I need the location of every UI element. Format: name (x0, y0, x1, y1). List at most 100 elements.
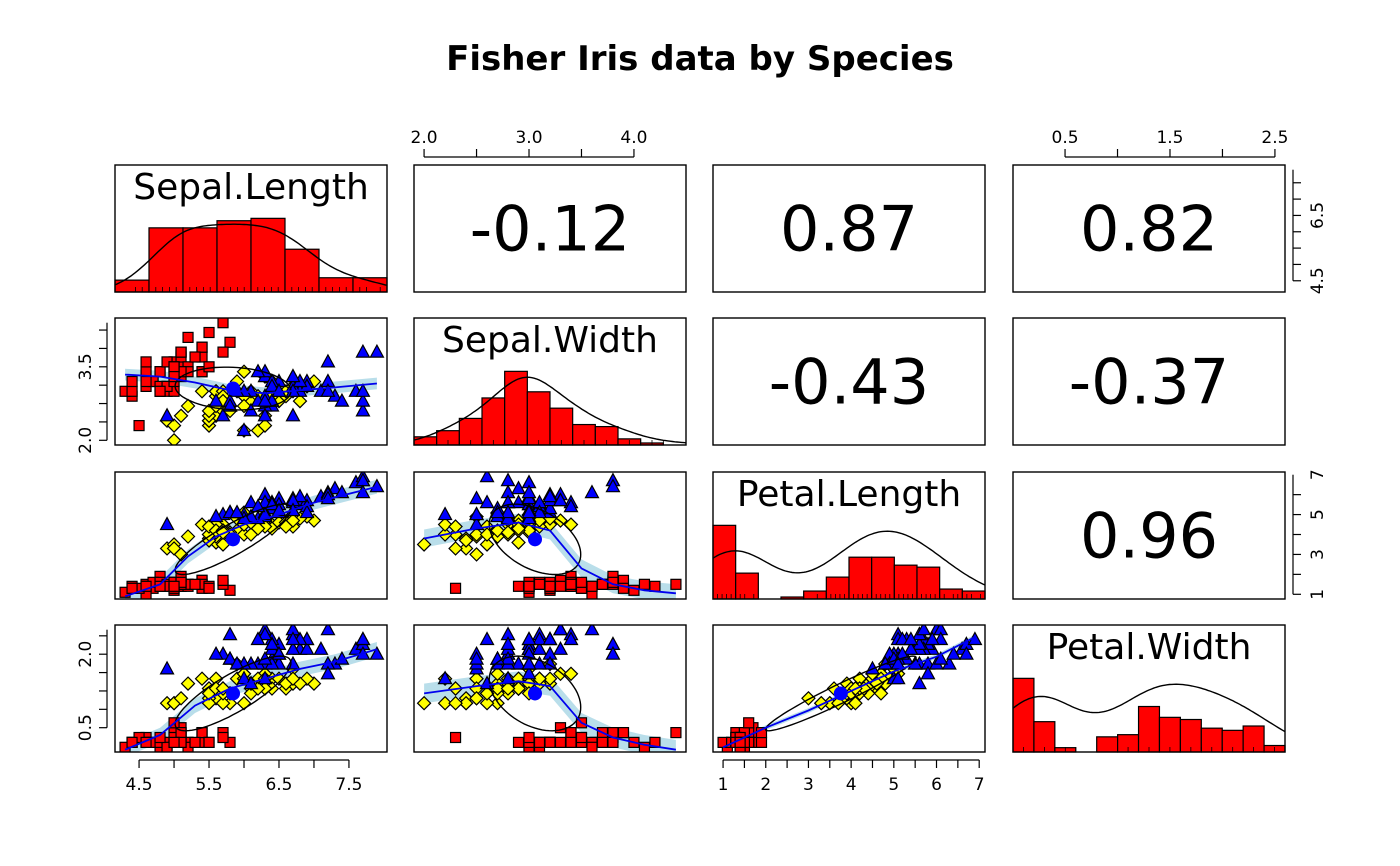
tick-label: 3 (803, 775, 814, 795)
histogram-bar (1012, 677, 1035, 753)
panel-Sepal.Width-vs-Petal.Width: -0.37 (1012, 317, 1286, 446)
data-point-triangle (552, 625, 569, 636)
panel-Petal.Width-vs-Sepal.Width (413, 624, 687, 753)
data-point-triangle (563, 498, 579, 513)
data-point-square (182, 331, 194, 344)
bottom-axis-Sepal.Length: 4.5 5.5 6.5 7.5 (126, 759, 362, 795)
data-point-triangle (479, 494, 495, 509)
data-point-triangle (542, 488, 558, 503)
tick-label: 2.0 (76, 641, 96, 668)
data-point-diamond (416, 537, 432, 552)
data-point-triangle (521, 484, 537, 499)
data-point-triangle (250, 631, 266, 646)
data-point-square (140, 375, 152, 388)
tick-label: 4.0 (620, 128, 647, 148)
histogram-bar (735, 572, 759, 600)
histogram-bar (712, 524, 737, 600)
data-point-square (449, 582, 462, 594)
panel-frame (413, 471, 687, 600)
histogram-bar (413, 436, 438, 446)
data-point-diamond (458, 695, 474, 711)
data-point-triangle (437, 506, 453, 521)
smooth-confidence-band (125, 642, 377, 752)
tick-label: 0.5 (76, 714, 96, 741)
histogram-bar (1158, 716, 1181, 753)
panel-frame (1012, 471, 1286, 600)
data-point-diamond (479, 695, 495, 711)
data-point-triangle (531, 641, 548, 655)
data-point-triangle (521, 631, 537, 646)
data-point-square (638, 578, 651, 590)
data-point-diamond (285, 513, 301, 528)
data-point-triangle (542, 631, 558, 646)
data-point-square (649, 736, 661, 748)
data-ellipse (488, 503, 582, 576)
data-point-square (168, 736, 180, 748)
data-point-triangle (469, 650, 485, 665)
tick-label: 3.5 (76, 353, 96, 380)
data-point-triangle (500, 670, 516, 685)
correlation-value: -0.43 (769, 346, 929, 419)
histogram-bar (182, 227, 218, 293)
data-point-square (217, 318, 229, 329)
data-point-triangle (916, 625, 932, 636)
data-point-square (449, 731, 462, 744)
tick-label: 5.5 (196, 775, 223, 795)
data-point-triangle (864, 660, 880, 675)
data-point-square (586, 741, 598, 752)
histogram-bar (526, 391, 551, 446)
smooth-confidence-band (125, 479, 377, 599)
data-point-square (565, 726, 577, 739)
panel-Sepal.Length-vs-Sepal.Length: Sepal.Length (114, 164, 388, 293)
diagonal-label: Petal.Length (737, 474, 961, 515)
data-point-diamond (285, 671, 301, 687)
data-point-square (175, 346, 187, 358)
data-point-square (649, 580, 661, 592)
data-point-triangle (903, 631, 919, 646)
data-point-triangle (479, 631, 495, 646)
tick-label: 3 (1308, 549, 1328, 560)
data-point-diamond (173, 547, 189, 562)
tick-label: 4.5 (126, 775, 153, 795)
data-point-triangle (531, 655, 548, 670)
centroid-point (226, 686, 241, 701)
data-point-triangle (264, 636, 280, 651)
tick-label: 1 (718, 775, 729, 795)
panel-frame (712, 317, 986, 446)
centroid-point (527, 532, 542, 547)
data-point-square (224, 584, 236, 596)
data-point-triangle (271, 383, 287, 397)
data-point-triangle (208, 645, 224, 660)
smooth-line (124, 485, 378, 598)
data-point-triangle (531, 631, 548, 646)
points-layer (119, 472, 385, 599)
data-point-square (168, 580, 180, 592)
data-point-triangle (369, 343, 385, 358)
panel-Petal.Width-vs-Sepal.Length (114, 624, 388, 753)
density-curve (115, 223, 387, 286)
histogram-bar (825, 576, 850, 600)
data-point-triangle (500, 636, 516, 651)
panel-frame (712, 624, 986, 753)
data-point-diamond (194, 671, 210, 687)
smooth-line (423, 680, 677, 751)
tick-label: 1 (1308, 589, 1328, 600)
data-point-triangle (355, 383, 371, 397)
data-point-diamond (194, 383, 210, 399)
data-point-diamond (490, 681, 505, 696)
panel-Petal.Length-vs-Petal.Length: Petal.Length (712, 471, 986, 600)
chart-title: Fisher Iris data by Species (446, 39, 954, 79)
data-point-triangle (257, 626, 273, 641)
data-point-square (565, 736, 577, 748)
panel-Petal.Length-vs-Sepal.Width (413, 471, 687, 600)
data-point-triangle (911, 675, 927, 690)
tick-label: 2.0 (76, 427, 96, 454)
data-point-triangle (159, 660, 175, 675)
tick-label: 6 (931, 775, 942, 795)
data-point-square (755, 736, 768, 748)
histogram-bar (284, 248, 320, 293)
data-point-triangle (285, 631, 301, 646)
data-point-square (168, 371, 180, 383)
smooth-line (124, 648, 378, 751)
histogram-bar (939, 588, 963, 600)
